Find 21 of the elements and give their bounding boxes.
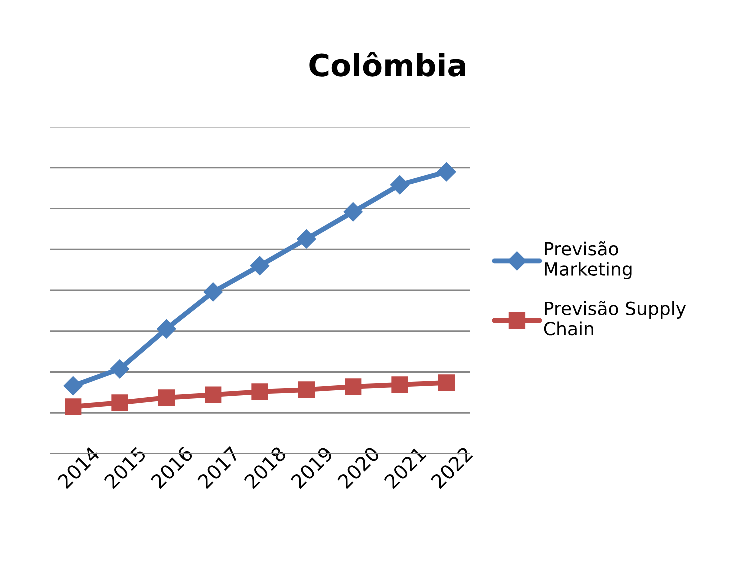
point xyxy=(110,360,130,379)
point xyxy=(250,256,270,276)
legend-label: Previsão Marketing xyxy=(545,242,632,280)
point xyxy=(252,384,268,400)
point xyxy=(64,376,83,396)
point xyxy=(392,376,408,394)
point xyxy=(438,374,455,392)
point xyxy=(297,230,316,249)
point xyxy=(65,398,82,416)
point xyxy=(158,390,175,406)
point xyxy=(112,394,128,412)
point xyxy=(344,202,363,222)
chart-title: Colômbia xyxy=(310,52,466,77)
point xyxy=(437,162,456,182)
point xyxy=(157,320,176,339)
point xyxy=(205,386,222,404)
point xyxy=(204,282,223,302)
point xyxy=(345,378,362,396)
point xyxy=(390,176,410,195)
legend-label: Previsão Supply Chain xyxy=(544,301,686,336)
point xyxy=(298,382,315,398)
